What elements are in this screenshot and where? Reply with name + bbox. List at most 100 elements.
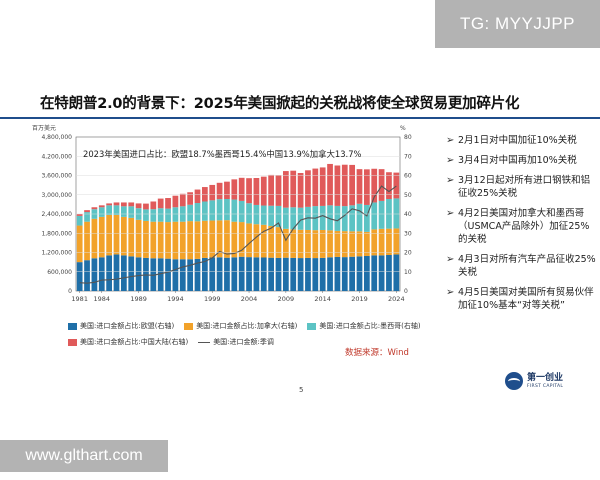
bar-mexico bbox=[157, 208, 164, 222]
bar-mexico bbox=[393, 198, 400, 229]
bar-canada bbox=[216, 220, 223, 258]
legend-line-total bbox=[198, 341, 211, 343]
bar-europe bbox=[327, 257, 333, 291]
legend-swatch-china bbox=[68, 338, 77, 346]
bar-canada bbox=[238, 222, 245, 257]
bar-mexico bbox=[327, 205, 333, 231]
bar-europe bbox=[319, 257, 326, 291]
bar-china bbox=[91, 207, 98, 210]
left-tick-label: 2,400,000 bbox=[41, 211, 72, 218]
bar-mexico bbox=[76, 215, 83, 226]
left-tick-label: 0 bbox=[68, 288, 72, 295]
bar-canada bbox=[327, 230, 333, 258]
bar-mexico bbox=[305, 206, 311, 230]
bar-china bbox=[253, 178, 260, 205]
bar-china bbox=[238, 177, 245, 201]
bar-canada bbox=[91, 218, 98, 259]
bar-europe bbox=[363, 255, 370, 291]
bar-mexico bbox=[282, 207, 289, 229]
bar-europe bbox=[297, 258, 304, 291]
bar-china bbox=[327, 163, 333, 206]
right-tick-label: 40 bbox=[404, 211, 412, 218]
bar-mexico bbox=[143, 209, 149, 221]
bar-canada bbox=[275, 227, 282, 258]
right-tick-label: 20 bbox=[404, 250, 412, 257]
x-tick-label: 2014 bbox=[314, 295, 331, 303]
bar-europe bbox=[157, 258, 164, 291]
right-tick-label: 60 bbox=[404, 173, 412, 180]
bar-china bbox=[312, 168, 319, 207]
bar-mexico bbox=[238, 200, 245, 223]
bar-china bbox=[386, 172, 392, 199]
bar-europe bbox=[150, 258, 157, 291]
bar-china bbox=[201, 187, 208, 202]
arrow-right-icon: ➢ bbox=[446, 155, 455, 166]
logo: 第一创业 FIRST CAPITAL bbox=[505, 372, 563, 390]
bar-mexico bbox=[356, 203, 363, 232]
bullet-text: 2月1日对中国加征10%关税 bbox=[458, 135, 577, 146]
bar-mexico bbox=[246, 203, 252, 224]
x-tick-label: 2024 bbox=[388, 295, 405, 303]
bar-china bbox=[216, 182, 223, 200]
legend-item-total: 美国:进口金额:季调 bbox=[198, 337, 274, 347]
bar-canada bbox=[187, 221, 193, 260]
bullet-text: 3月12日起对所有进口钢铁和铝征收25%关税 bbox=[458, 175, 591, 199]
bar-mexico bbox=[84, 212, 90, 222]
bar-canada bbox=[312, 230, 319, 259]
bar-canada bbox=[356, 231, 363, 257]
bar-mexico bbox=[371, 202, 378, 230]
bar-china bbox=[224, 181, 230, 199]
chart-legend: 美国:进口金额占比:欧盟(右轴) 美国:进口金额占比:加拿大(右轴) 美国:进口… bbox=[68, 321, 421, 353]
bar-europe bbox=[393, 254, 400, 291]
bar-mexico bbox=[224, 198, 230, 221]
title-rule bbox=[0, 117, 600, 119]
bar-canada bbox=[393, 228, 400, 255]
bar-canada bbox=[341, 231, 348, 258]
bar-canada bbox=[194, 221, 201, 259]
bar-europe bbox=[282, 257, 289, 291]
bar-china bbox=[363, 169, 370, 205]
bar-canada bbox=[231, 221, 238, 258]
bar-china bbox=[268, 174, 274, 206]
legend-label-china: 美国:进口金额占比:中国大陆(右轴) bbox=[80, 338, 189, 346]
bar-europe bbox=[334, 256, 341, 291]
bar-china bbox=[157, 198, 164, 209]
bar-canada bbox=[128, 217, 135, 257]
chart-annotation: 2023年美国进口占比：欧盟18.7%墨西哥15.4%中国13.9%加拿大13.… bbox=[83, 149, 362, 159]
arrow-right-icon: ➢ bbox=[446, 175, 455, 186]
left-axis-unit: 百万美元 bbox=[32, 124, 56, 132]
legend-item-mexico: 美国:进口金额占比:墨西哥(右轴) bbox=[307, 321, 421, 331]
legend-label-total: 美国:进口金额:季调 bbox=[213, 338, 274, 346]
bar-china bbox=[179, 193, 186, 207]
bar-canada bbox=[363, 231, 370, 256]
x-axis: 1981 1984 1989 1994 1999 2004 2009 2014 2019 2024 bbox=[71, 291, 405, 303]
bar-canada bbox=[106, 214, 112, 256]
bar-canada bbox=[260, 224, 267, 258]
bar-canada bbox=[113, 214, 120, 255]
bar-china bbox=[84, 210, 90, 213]
bullet-item: ➢ 3月4日对中国再加10%关税 bbox=[446, 154, 596, 167]
bar-china bbox=[76, 214, 83, 216]
bar-europe bbox=[187, 259, 193, 291]
x-tick-label: 2004 bbox=[241, 295, 258, 303]
bar-mexico bbox=[275, 205, 282, 228]
arrow-right-icon: ➢ bbox=[446, 208, 455, 219]
watermark-bottom: www.glthart.com bbox=[0, 440, 168, 472]
legend-label-europe: 美国:进口金额占比:欧盟(右轴) bbox=[80, 322, 175, 330]
chart: 0 600,000 1,200,000 1,800,000 2,400,000 3,000… bbox=[30, 124, 420, 324]
bar-mexico bbox=[165, 208, 171, 223]
legend-label-canada: 美国:进口金额占比:加拿大(右轴) bbox=[196, 322, 298, 330]
bar-europe bbox=[356, 256, 363, 291]
chart-svg: 0 600,000 1,200,000 1,800,000 2,400,000 3,000… bbox=[32, 124, 412, 303]
bar-china bbox=[143, 203, 149, 210]
bar-europe bbox=[224, 257, 230, 291]
bar-china bbox=[275, 175, 282, 206]
bar-china bbox=[334, 165, 341, 206]
bar-china bbox=[194, 189, 201, 204]
line-layer bbox=[79, 185, 397, 284]
bar-canada bbox=[76, 225, 83, 263]
legend-swatch-mexico bbox=[307, 322, 317, 330]
bar-china bbox=[128, 202, 135, 207]
left-tick-label: 1,800,000 bbox=[41, 230, 72, 237]
bar-china bbox=[150, 201, 157, 210]
